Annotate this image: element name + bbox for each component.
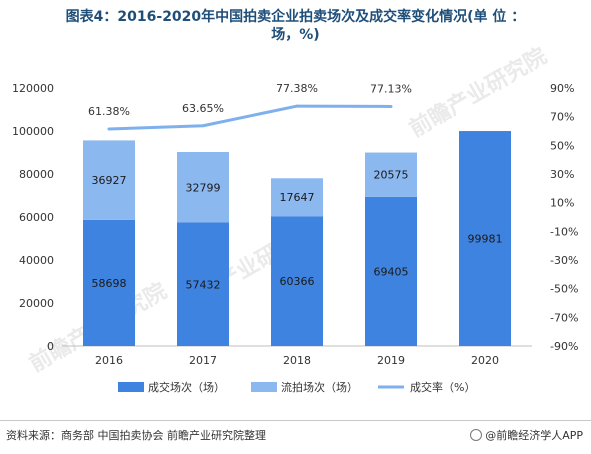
bar-success: [271, 216, 323, 346]
bar-success-label: 69405: [374, 265, 409, 278]
y-tick-label: 80000: [19, 168, 54, 181]
bar-success-label: 57432: [186, 278, 221, 291]
bar-unsold: [365, 152, 417, 197]
y2-tick-label: -30%: [550, 254, 578, 267]
rate-point: [389, 104, 393, 108]
legend-swatch-success: [118, 382, 144, 392]
x-tick-label: 2019: [377, 354, 405, 367]
brand-text: @前瞻经济学人APP: [485, 429, 583, 442]
chart-title: 图表4：2016-2020年中国拍卖企业拍卖场次及成交率变化情况(单 位 ： 场…: [0, 8, 591, 44]
y-tick-label: 100000: [12, 125, 54, 138]
rate-label: 61.38%: [88, 105, 130, 118]
bar-success: [83, 219, 135, 346]
y2-tick-label: -90%: [550, 340, 578, 353]
bar-success: [459, 131, 511, 346]
brand-logo-icon: [470, 429, 483, 441]
bar-unsold-label: 36927: [92, 174, 127, 187]
bar-success: [365, 196, 417, 346]
bar-unsold-label: 20575: [374, 169, 409, 182]
y-tick-label: 20000: [19, 297, 54, 310]
legend-label-unsold: 流拍场次（场）: [281, 380, 358, 394]
y2-tick-label: -70%: [550, 311, 578, 324]
y2-tick-label: 50%: [550, 139, 574, 152]
source-text: 资料来源：商务部 中国拍卖协会 前瞻产业研究院整理: [6, 429, 266, 442]
legend-swatch-unsold: [251, 382, 277, 392]
stacked-bar-line-chart: 0 20000 40000 60000 80000 100000 120000 90% 70% 5…: [12, 82, 578, 394]
x-tick-label: 2017: [189, 354, 217, 367]
bar-success: [177, 222, 229, 346]
y-tick-label: 120000: [12, 82, 54, 95]
rate-point: [295, 104, 299, 108]
bar-success-label: 60366: [280, 275, 315, 288]
rate-point: [201, 124, 205, 128]
bar-unsold: [83, 140, 135, 220]
bar-unsold-label: 32799: [186, 181, 221, 194]
x-tick-label: 2020: [471, 354, 499, 367]
y2-tick-label: 70%: [550, 111, 574, 124]
bar-unsold-label: 17647: [280, 191, 315, 204]
y2-tick-label: -10%: [550, 225, 578, 238]
source-divider: [0, 420, 591, 421]
legend-label-rate: 成交率（%）: [410, 380, 475, 394]
rate-line: [108, 104, 392, 131]
y-tick-label: 0: [47, 340, 54, 353]
chart-title-line1: 图表4：2016-2020年中国拍卖企业拍卖场次及成交率变化情况(单 位 ：: [65, 9, 526, 25]
rate-label: 77.13%: [370, 82, 412, 95]
y2-tick-label: 10%: [550, 197, 574, 210]
y-tick-label: 60000: [19, 211, 54, 224]
bar-success-label: 58698: [92, 277, 127, 290]
chart-title-line2: 场，%): [271, 27, 320, 43]
legend-label-success: 成交场次（场）: [148, 380, 225, 394]
bar-unsold: [271, 178, 323, 217]
bar-success-label: 99981: [468, 233, 503, 246]
y2-tick-label: -50%: [550, 283, 578, 296]
y2-tick-label: 30%: [550, 168, 574, 181]
rate-label: 77.38%: [276, 82, 318, 95]
y-tick-label: 40000: [19, 254, 54, 267]
rate-point: [107, 127, 111, 131]
x-tick-label: 2018: [283, 354, 311, 367]
rate-label: 63.65%: [182, 102, 224, 115]
y2-tick-label: 90%: [550, 82, 574, 95]
x-tick-label: 2016: [95, 354, 123, 367]
brand-label: @前瞻经济学人APP: [470, 427, 583, 443]
bar-unsold: [177, 152, 229, 223]
